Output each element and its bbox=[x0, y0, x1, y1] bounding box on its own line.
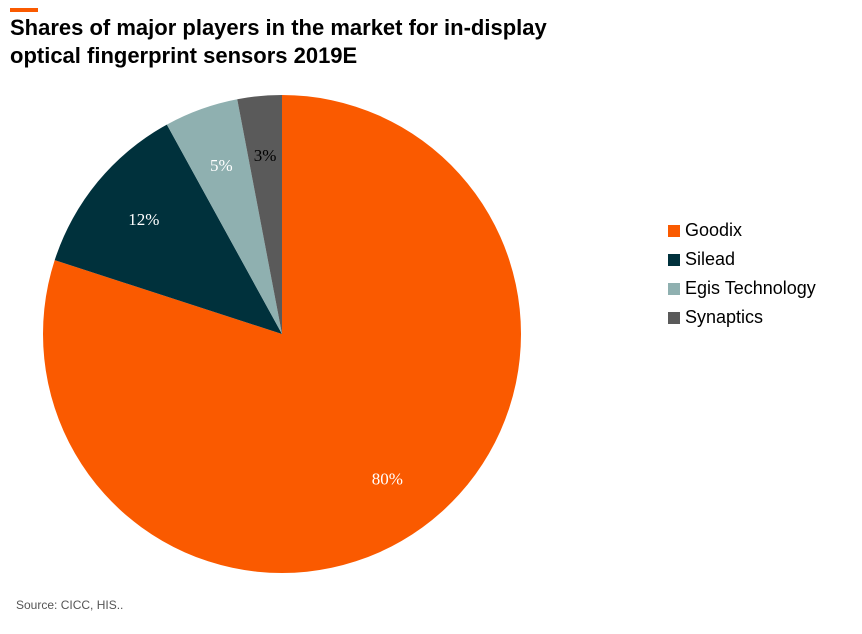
legend-item-synaptics: Synaptics bbox=[668, 303, 816, 332]
legend-swatch-goodix bbox=[668, 224, 680, 237]
pie-slice-synaptics bbox=[237, 95, 282, 334]
chart-legend: Goodix Silead Egis Technology Synaptics bbox=[668, 216, 816, 332]
pie-slice-goodix bbox=[43, 95, 521, 573]
pie-slice-silead bbox=[54, 124, 282, 334]
pie-label-egis-technology: 5% bbox=[210, 156, 233, 175]
chart-title-line-2: optical fingerprint sensors 2019E bbox=[10, 43, 358, 68]
legend-item-goodix: Goodix bbox=[668, 216, 816, 245]
pie-slice-egis-technology bbox=[166, 99, 282, 335]
pie-label-silead: 12% bbox=[128, 210, 159, 229]
title-accent-bar bbox=[10, 8, 38, 12]
legend-label-silead: Silead bbox=[685, 249, 736, 269]
source-note: Source: CICC, HIS.. bbox=[16, 598, 124, 612]
legend-label-goodix: Goodix bbox=[685, 220, 743, 240]
chart-title-line-1: Shares of major players in the market fo… bbox=[10, 15, 547, 40]
pie-label-goodix: 80% bbox=[372, 470, 403, 489]
legend-item-silead: Silead bbox=[668, 245, 816, 274]
legend-swatch-synaptics bbox=[668, 311, 680, 324]
chart-title: Shares of major players in the market fo… bbox=[10, 14, 710, 70]
legend-swatch-egis-technology bbox=[668, 282, 680, 295]
pie-label-synaptics: 3% bbox=[254, 146, 277, 165]
legend-swatch-silead bbox=[668, 253, 680, 266]
legend-item-egis-technology: Egis Technology bbox=[668, 274, 816, 303]
legend-label-egis-technology: Egis Technology bbox=[685, 278, 816, 298]
legend-label-synaptics: Synaptics bbox=[685, 307, 764, 327]
